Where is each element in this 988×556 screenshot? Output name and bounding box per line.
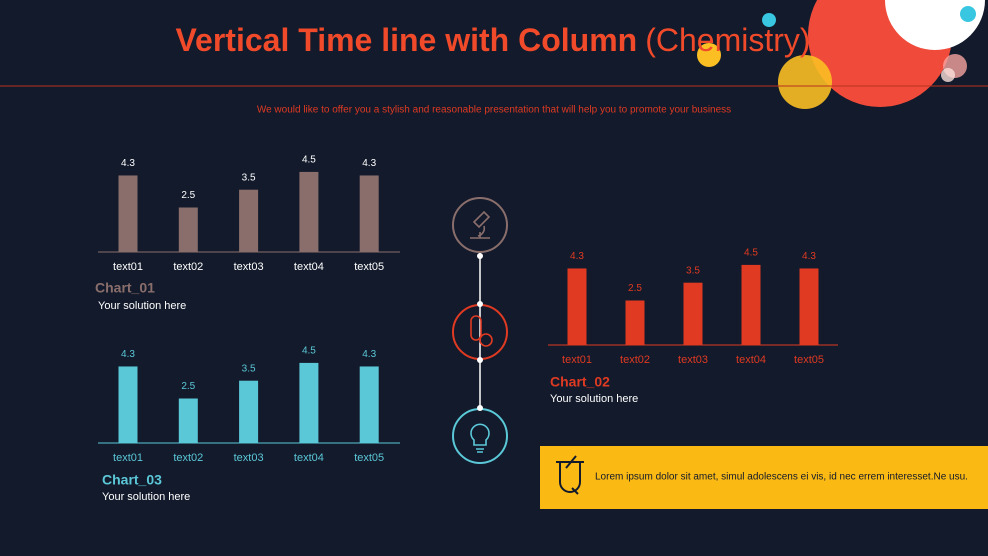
chart-title: Chart_03 bbox=[102, 472, 162, 488]
x-tick-label: text05 bbox=[354, 452, 384, 464]
value-label: 4.3 bbox=[121, 158, 135, 169]
x-tick-label: text04 bbox=[294, 452, 324, 464]
value-label: 4.5 bbox=[302, 346, 316, 357]
x-tick-label: text03 bbox=[234, 452, 264, 464]
title-note: (Chemistry) bbox=[645, 22, 810, 58]
chart-subtitle: Your solution here bbox=[550, 393, 638, 405]
timeline-dot bbox=[477, 357, 483, 363]
value-label: 3.5 bbox=[686, 265, 700, 276]
bar bbox=[299, 171, 319, 252]
value-label: 2.5 bbox=[181, 190, 195, 201]
decor-circle bbox=[885, 0, 985, 50]
value-label: 2.5 bbox=[181, 381, 195, 392]
pill-icon bbox=[470, 315, 482, 341]
value-label: 4.3 bbox=[121, 349, 135, 360]
bar bbox=[239, 380, 259, 443]
decor-circle bbox=[960, 6, 976, 22]
x-tick-label: text01 bbox=[562, 354, 592, 366]
x-tick-label: text03 bbox=[678, 354, 708, 366]
subtitle: We would like to offer you a stylish and… bbox=[257, 105, 731, 116]
timeline-dot bbox=[477, 253, 483, 259]
chart-subtitle: Your solution here bbox=[98, 300, 186, 312]
chart-title: Chart_02 bbox=[550, 374, 610, 390]
value-label: 4.3 bbox=[802, 251, 816, 262]
timeline-node bbox=[452, 197, 508, 253]
value-label: 4.3 bbox=[362, 158, 376, 169]
bar bbox=[299, 362, 319, 443]
bar bbox=[567, 268, 587, 345]
bar bbox=[239, 189, 259, 252]
bar bbox=[359, 366, 379, 443]
decor-circle bbox=[762, 13, 776, 27]
x-tick-label: text04 bbox=[294, 261, 324, 273]
value-label: 4.5 bbox=[744, 248, 758, 259]
decor-circle bbox=[778, 55, 832, 109]
x-tick-label: text05 bbox=[794, 354, 824, 366]
value-label: 3.5 bbox=[242, 172, 256, 183]
pill-icon bbox=[479, 333, 493, 347]
chart-subtitle: Your solution here bbox=[102, 491, 190, 503]
x-tick-label: text04 bbox=[736, 354, 766, 366]
callout-text: Lorem ipsum dolor sit amet, simul adoles… bbox=[595, 472, 968, 483]
bar bbox=[178, 207, 198, 252]
x-tick-label: text02 bbox=[173, 452, 203, 464]
bar bbox=[799, 268, 819, 345]
x-tick-label: text02 bbox=[620, 354, 650, 366]
bar bbox=[118, 366, 138, 443]
bar bbox=[625, 300, 645, 345]
bar bbox=[741, 264, 761, 345]
x-tick-label: text01 bbox=[113, 452, 143, 464]
bulb-icon bbox=[470, 423, 490, 453]
value-label: 4.3 bbox=[362, 349, 376, 360]
title-main: Vertical Time line with Column bbox=[175, 22, 637, 58]
timeline-dot bbox=[477, 301, 483, 307]
value-label: 4.5 bbox=[302, 155, 316, 166]
value-label: 3.5 bbox=[242, 363, 256, 374]
value-label: 2.5 bbox=[628, 283, 642, 294]
decor-circle bbox=[941, 68, 955, 82]
bar bbox=[683, 282, 703, 345]
x-tick-label: text02 bbox=[173, 261, 203, 273]
x-tick-label: text01 bbox=[113, 261, 143, 273]
slide-title: Vertical Time line with Column (Chemistry… bbox=[175, 22, 810, 58]
microscope-icon bbox=[470, 210, 491, 239]
x-tick-label: text03 bbox=[234, 261, 264, 273]
bar bbox=[118, 175, 138, 252]
bar bbox=[359, 175, 379, 252]
bar bbox=[178, 398, 198, 443]
flask-icon bbox=[556, 455, 584, 495]
chart-title: Chart_01 bbox=[95, 280, 155, 296]
x-tick-label: text05 bbox=[354, 261, 384, 273]
timeline-dot bbox=[477, 405, 483, 411]
decor-circle bbox=[697, 43, 721, 67]
value-label: 4.3 bbox=[570, 251, 584, 262]
callout-box bbox=[540, 446, 988, 509]
